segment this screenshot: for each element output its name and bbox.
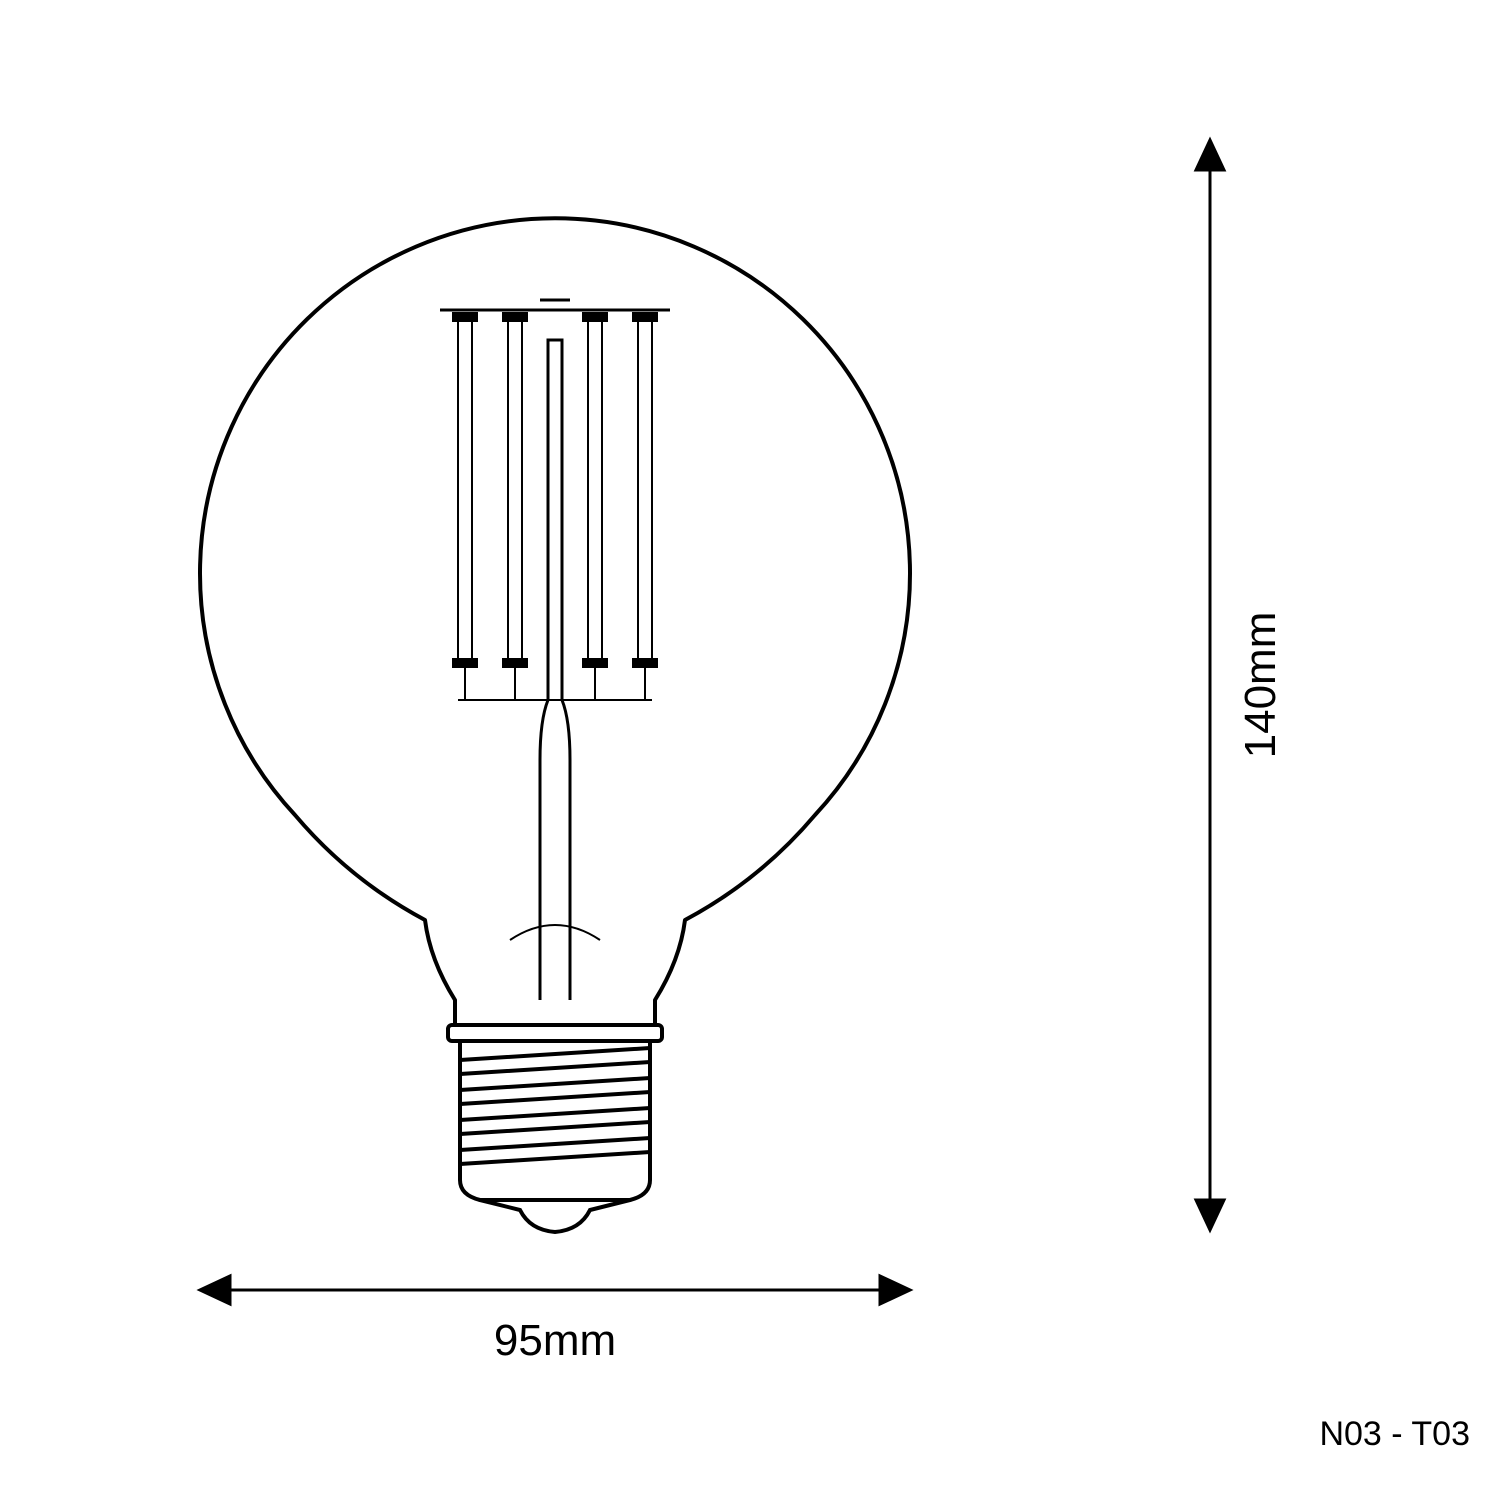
height-dimension: 140mm — [1196, 140, 1285, 1230]
screw-cap — [448, 1025, 662, 1232]
glass-stem — [440, 300, 670, 1000]
product-code: N03 - T03 — [1319, 1415, 1470, 1453]
filament-3 — [582, 312, 608, 700]
filament-2 — [502, 312, 528, 700]
width-dimension: 95mm — [200, 1276, 910, 1365]
technical-drawing: 95mm 140mm N03 - T03 — [0, 0, 1500, 1500]
width-label: 95mm — [494, 1316, 616, 1365]
filament-4 — [632, 312, 658, 700]
height-label: 140mm — [1236, 612, 1285, 759]
filament-1 — [452, 312, 478, 700]
led-filaments — [452, 312, 658, 700]
